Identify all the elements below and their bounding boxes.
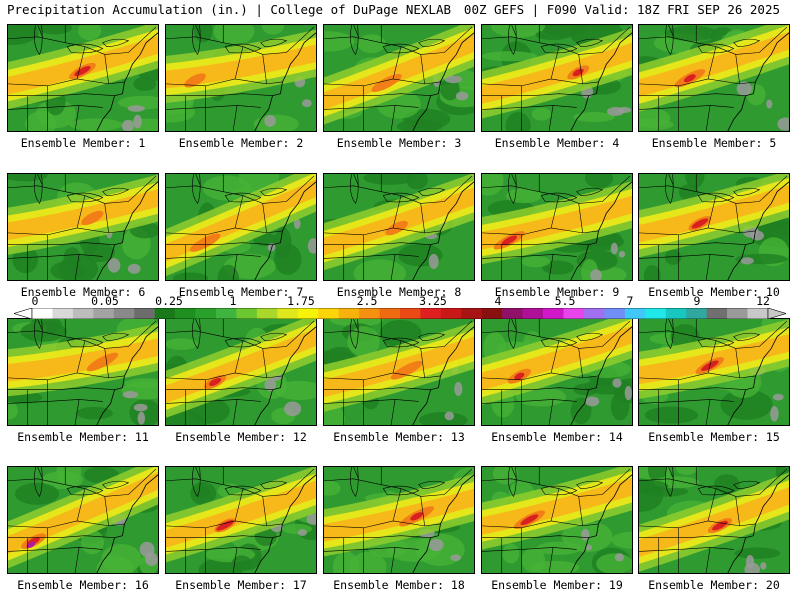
ensemble-member-label: Ensemble Member: 2 — [178, 136, 304, 150]
colorbar-swatch — [584, 308, 605, 319]
ensemble-map-panel — [165, 24, 317, 132]
ensemble-map-panel — [7, 24, 159, 132]
colorbar-tick-label: 5.5 — [554, 294, 576, 308]
ensemble-member-label: Ensemble Member: 5 — [651, 136, 777, 150]
ensemble-map-panel — [7, 466, 159, 574]
colorbar-swatch — [604, 308, 626, 319]
colorbar-right-arrow — [767, 308, 786, 319]
colorbar-swatch — [543, 308, 564, 319]
colorbar-swatch — [195, 308, 217, 319]
colorbar-swatch — [747, 308, 769, 319]
ensemble-map-panel — [7, 318, 159, 426]
colorbar-swatch — [277, 308, 299, 319]
colorbar-tick-label: 4 — [494, 294, 502, 308]
colorbar-swatch — [154, 308, 176, 319]
colorbar-tick-label: 3.25 — [419, 294, 447, 308]
ensemble-member-label: Ensemble Member: 9 — [494, 285, 620, 299]
colorbar-swatch — [297, 308, 319, 319]
colorbar-tick-label: 9 — [693, 294, 701, 308]
ensemble-member-label: Ensemble Member: 14 — [491, 430, 623, 444]
ensemble-map-panel — [323, 466, 475, 574]
ensemble-map-panel — [165, 466, 317, 574]
ensemble-map-panel — [638, 173, 790, 281]
ensemble-member-label: Ensemble Member: 1 — [20, 136, 146, 150]
colorbar-swatch — [216, 308, 237, 319]
ensemble-member-label: Ensemble Member: 6 — [20, 285, 146, 299]
ensemble-map-panel — [481, 24, 633, 132]
ensemble-map-panel — [165, 318, 317, 426]
ensemble-member-label: Ensemble Member: 13 — [333, 430, 465, 444]
colorbar-swatch — [706, 308, 728, 319]
colorbar-tick-label: 0.25 — [155, 294, 183, 308]
ensemble-member-label: Ensemble Member: 4 — [494, 136, 620, 150]
colorbar-tick-label: 0 — [31, 294, 39, 308]
ensemble-member-label: Ensemble Member: 11 — [17, 430, 149, 444]
colorbar-left-arrow — [14, 308, 33, 319]
colorbar-swatch — [624, 308, 646, 319]
ensemble-member-label: Ensemble Member: 17 — [175, 578, 307, 592]
ensemble-member-label: Ensemble Member: 3 — [336, 136, 462, 150]
ensemble-map-panel — [481, 318, 633, 426]
ensemble-map-panel — [638, 24, 790, 132]
colorbar-swatch — [686, 308, 707, 319]
ensemble-map-panel — [638, 466, 790, 574]
colorbar-tick-label: 7 — [626, 294, 634, 308]
colorbar-tick-label: 1.75 — [287, 294, 315, 308]
ensemble-member-label: Ensemble Member: 12 — [175, 430, 307, 444]
colorbar-swatch — [175, 308, 196, 319]
colorbar-swatch — [481, 308, 503, 319]
ensemble-map-panel — [323, 318, 475, 426]
colorbar-tick-label: 0.05 — [91, 294, 119, 308]
colorbar-tick-label: 12 — [756, 294, 770, 308]
colorbar-swatch — [502, 308, 523, 319]
colorbar-swatch — [256, 308, 278, 319]
colorbar-swatch — [52, 308, 74, 319]
ensemble-member-label: Ensemble Member: 8 — [336, 285, 462, 299]
ensemble-member-label: Ensemble Member: 16 — [17, 578, 149, 592]
colorbar-swatch — [134, 308, 155, 319]
precipitation-colorbar — [14, 308, 786, 319]
colorbar-swatch — [32, 308, 53, 319]
colorbar-swatch — [727, 308, 748, 319]
ensemble-map-panel — [7, 173, 159, 281]
colorbar-swatch — [461, 308, 483, 319]
ensemble-map-panel — [638, 318, 790, 426]
colorbar-swatch — [318, 308, 339, 319]
ensemble-member-label: Ensemble Member: 20 — [648, 578, 780, 592]
colorbar-swatch — [440, 308, 462, 319]
colorbar-swatch — [379, 308, 401, 319]
colorbar-tick-label: 1 — [229, 294, 237, 308]
colorbar-swatch — [420, 308, 442, 319]
ensemble-member-label: Ensemble Member: 15 — [648, 430, 780, 444]
colorbar-swatch — [359, 308, 380, 319]
colorbar-swatch — [645, 308, 667, 319]
colorbar-swatch — [236, 308, 258, 319]
ensemble-member-label: Ensemble Member: 7 — [178, 285, 304, 299]
colorbar-swatch — [665, 308, 687, 319]
ensemble-member-label: Ensemble Member: 19 — [491, 578, 623, 592]
ensemble-map-panel — [323, 173, 475, 281]
ensemble-map-panel — [323, 24, 475, 132]
ensemble-map-panel — [481, 173, 633, 281]
colorbar-swatch — [113, 308, 135, 319]
colorbar-swatch — [72, 308, 94, 319]
ensemble-member-label: Ensemble Member: 10 — [648, 285, 780, 299]
chart-title: Precipitation Accumulation (in.) | Colle… — [7, 2, 452, 17]
model-run-info: 00Z GEFS | F090 Valid: 18Z FRI SEP 26 20… — [463, 2, 780, 17]
colorbar-swatch — [400, 308, 421, 319]
colorbar-swatch — [338, 308, 360, 319]
ensemble-map-panel — [481, 466, 633, 574]
colorbar-swatch — [563, 308, 585, 319]
ensemble-map-panel — [165, 173, 317, 281]
colorbar-tick-label: 2.5 — [356, 294, 378, 308]
colorbar-swatch — [522, 308, 544, 319]
ensemble-member-label: Ensemble Member: 18 — [333, 578, 465, 592]
colorbar-swatch — [93, 308, 115, 319]
